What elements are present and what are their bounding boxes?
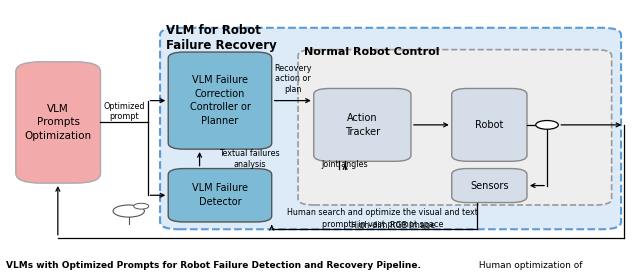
Text: Recovery
action or
plan: Recovery action or plan: [274, 64, 312, 94]
Text: VLMs with Optimized Prompts for Robot Failure Detection and Recovery Pipeline.: VLMs with Optimized Prompts for Robot Fa…: [6, 261, 421, 270]
Text: Textual failures
analysis: Textual failures analysis: [220, 149, 280, 169]
Text: Joint angles: Joint angles: [322, 160, 369, 169]
Text: Sensors: Sensors: [470, 181, 509, 191]
Text: Human search and optimize the visual and text
prompts in vast prompt space: Human search and optimize the visual and…: [287, 208, 478, 229]
Text: VLM for Robot
Failure Recovery: VLM for Robot Failure Recovery: [166, 24, 277, 52]
Text: VLM Failure
Detector: VLM Failure Detector: [192, 184, 248, 207]
Text: High-dim RGB Image: High-dim RGB Image: [351, 221, 435, 230]
Circle shape: [134, 203, 148, 209]
Text: Normal Robot Control: Normal Robot Control: [305, 47, 440, 57]
Circle shape: [113, 205, 145, 217]
Text: VLM Failure
Correction
Controller or
Planner: VLM Failure Correction Controller or Pla…: [189, 75, 250, 126]
Text: Action
Tracker: Action Tracker: [345, 113, 380, 137]
FancyBboxPatch shape: [160, 28, 621, 229]
FancyBboxPatch shape: [452, 88, 527, 161]
FancyBboxPatch shape: [168, 52, 272, 149]
FancyBboxPatch shape: [314, 88, 411, 161]
Circle shape: [536, 121, 558, 129]
FancyBboxPatch shape: [16, 62, 100, 183]
FancyBboxPatch shape: [168, 169, 272, 222]
Text: Optimized
prompt: Optimized prompt: [104, 102, 145, 121]
Text: VLM
Prompts
Optimization: VLM Prompts Optimization: [24, 104, 92, 141]
FancyBboxPatch shape: [298, 50, 612, 205]
Text: Robot: Robot: [475, 120, 504, 130]
FancyBboxPatch shape: [452, 169, 527, 203]
Text: Human optimization of: Human optimization of: [476, 261, 582, 270]
